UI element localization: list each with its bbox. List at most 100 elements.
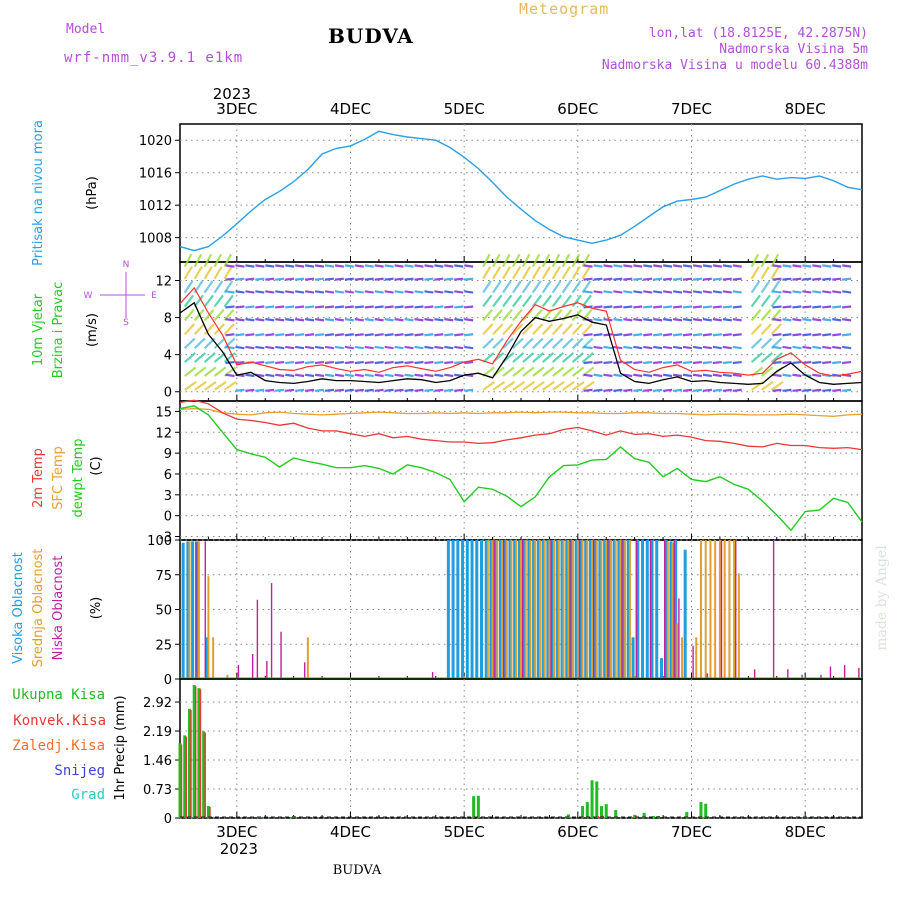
top-year-label: 2023	[213, 85, 251, 103]
wind-arrow	[571, 294, 582, 308]
temperature-ytick-label: 9	[164, 447, 172, 462]
cloud-bar	[579, 540, 583, 679]
wind-arrow	[225, 333, 235, 337]
wind-arrow	[702, 373, 713, 378]
cloud-bar	[493, 540, 495, 679]
clouds-ytick-label: 0	[164, 673, 172, 688]
wind-arrow	[643, 290, 653, 294]
wind-arrow	[374, 264, 384, 268]
wind-arrow	[512, 266, 522, 280]
wind-arrow	[832, 305, 842, 309]
wind-arrow	[235, 264, 245, 268]
wind-arrow	[225, 290, 235, 294]
precip-bar	[199, 689, 202, 818]
wind-arrow	[663, 264, 673, 268]
cloud-bar	[669, 541, 673, 679]
wind-arrow	[812, 373, 822, 378]
cloud-bar	[557, 540, 560, 679]
wind-arrow	[502, 253, 511, 268]
wind-arrow	[512, 294, 523, 308]
wind-arrow	[760, 352, 773, 363]
wind-arrow	[255, 360, 265, 365]
wind-arrow	[454, 345, 464, 350]
wind-arrow	[812, 264, 822, 268]
cloud-bar	[186, 541, 190, 679]
wind-arrow	[541, 253, 551, 268]
wind-arrow	[364, 373, 374, 378]
wind-arrow	[643, 373, 653, 378]
wind-arrow	[245, 264, 255, 268]
wind-arrow	[812, 345, 822, 350]
temperature-ytick-label: 3	[164, 489, 172, 504]
wind-arrow	[541, 280, 552, 294]
wind-arrow	[235, 318, 245, 322]
wind-arrow	[562, 380, 575, 391]
cloud-bar	[431, 672, 434, 679]
cloud-bar	[607, 540, 611, 679]
wind-arrow	[702, 264, 713, 268]
wind-arrow	[394, 277, 404, 281]
wind-arrow	[532, 366, 545, 377]
wind-arrow	[561, 253, 571, 268]
wind-arrow	[304, 264, 315, 268]
wind-arrow	[782, 333, 792, 337]
wind-arrow	[384, 388, 394, 392]
t2m-line	[179, 399, 863, 451]
wind-arrow	[663, 345, 673, 350]
wind-arrow	[792, 305, 802, 309]
wind-arrow	[454, 277, 464, 281]
cloud-bar	[572, 540, 575, 679]
wind-arrow	[782, 345, 792, 350]
wind-arrow	[692, 360, 703, 365]
wind-arrow	[193, 323, 206, 336]
cloud-bar	[612, 540, 616, 679]
wind-arrow	[782, 360, 792, 365]
cloud-bar	[543, 540, 546, 679]
wind-arrow	[334, 333, 344, 337]
wind-arrow	[344, 333, 354, 337]
wind-arrow	[532, 337, 544, 349]
clouds-ytick-label: 50	[155, 604, 172, 619]
wind-arrow	[770, 294, 781, 308]
wind-arrow	[702, 333, 712, 337]
cloud-bar	[510, 540, 513, 679]
wind-arrow	[692, 277, 703, 281]
cloud-bar	[678, 598, 680, 679]
precip-ylabel: 1hr Precip (mm)	[113, 695, 128, 800]
wind-arrow	[782, 277, 792, 281]
wind-arrow	[344, 345, 354, 350]
wind-arrow	[213, 380, 227, 391]
wind-arrow	[613, 305, 623, 309]
wind-arrow	[812, 360, 822, 365]
precip-bar	[595, 781, 599, 818]
wind-arrow	[344, 290, 354, 294]
wind-arrow	[444, 388, 454, 392]
wind-arrow	[275, 345, 285, 350]
cloud-bar	[843, 665, 846, 679]
precip-legend-item: Ukupna Kisa	[12, 687, 105, 703]
wind-arrow	[265, 264, 275, 268]
pressure-ylabel: Pritisak na nivou mora	[31, 120, 46, 266]
cloud-bar	[692, 645, 694, 679]
wind-arrow	[643, 360, 653, 365]
wind-arrow	[832, 360, 842, 365]
wind-arrow	[235, 345, 245, 350]
temperature-ytick-label: 6	[164, 468, 172, 483]
wind-arrow	[454, 333, 464, 337]
wind-arrow	[792, 264, 802, 268]
wind-arrow	[454, 290, 464, 294]
cloud-bar	[538, 540, 541, 679]
wind-arrow	[265, 318, 275, 322]
wind-arrow	[434, 333, 444, 337]
wind-arrow	[275, 305, 285, 309]
cloud-bar	[628, 540, 631, 679]
cloud-bar	[517, 540, 521, 679]
wind-arrow	[593, 264, 603, 268]
wind-arrow	[364, 345, 374, 350]
wind-arrow	[603, 277, 613, 281]
wind-arrow	[193, 352, 206, 363]
cloud-bar	[720, 540, 723, 679]
wind-arrow	[275, 360, 285, 365]
wind-arrow	[512, 337, 524, 349]
cloud-bar	[595, 540, 598, 679]
